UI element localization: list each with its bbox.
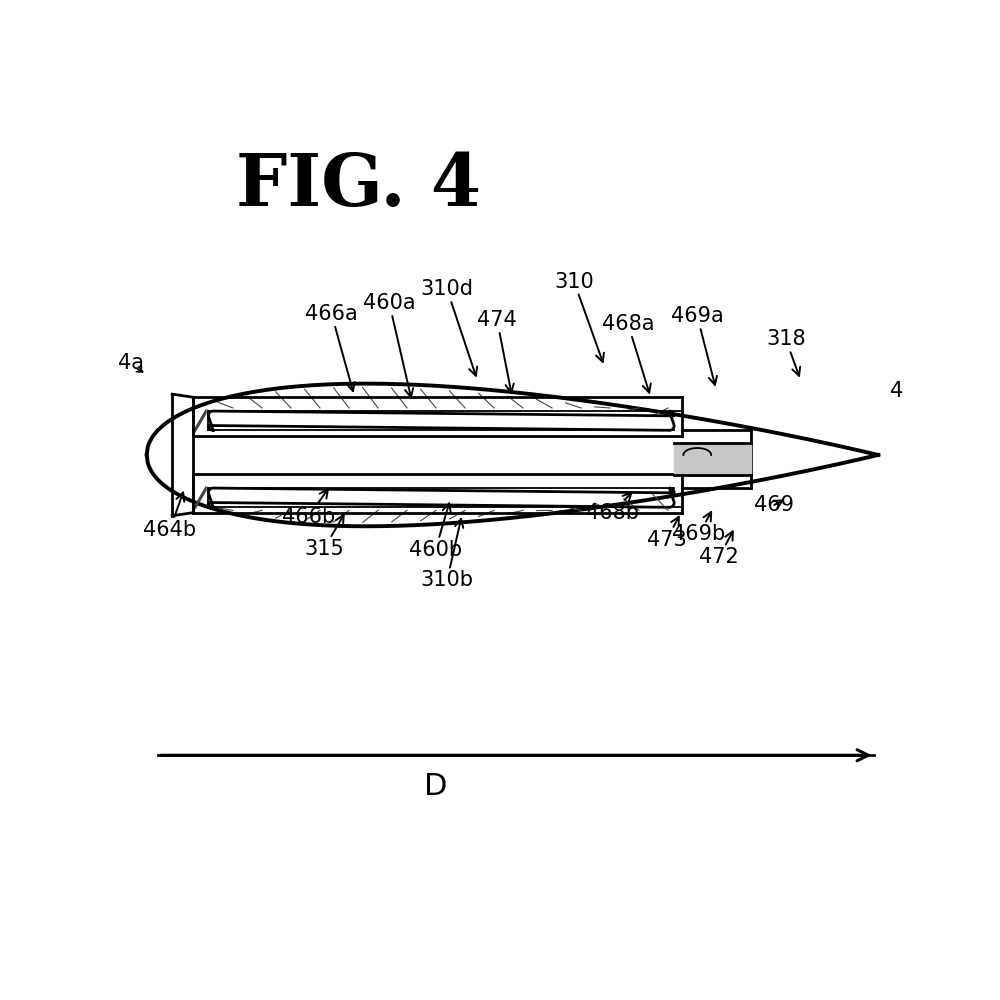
Text: 474: 474 [477,310,517,393]
Text: 468a: 468a [602,314,654,393]
Text: D: D [424,772,447,801]
Text: 473: 473 [647,517,686,550]
Text: 468b: 468b [586,493,639,523]
Text: 4: 4 [890,381,903,401]
Text: 466a: 466a [305,304,358,391]
Text: 472: 472 [699,531,739,567]
Text: FIG. 4: FIG. 4 [236,150,481,221]
Text: 460b: 460b [409,503,462,560]
Text: 469b: 469b [672,512,725,544]
Text: 466b: 466b [282,489,335,527]
Text: 469: 469 [754,495,794,515]
Text: 469a: 469a [671,306,724,385]
Text: 315: 315 [304,515,344,559]
Text: 464b: 464b [143,492,196,540]
Text: 310: 310 [554,272,604,362]
Text: 310b: 310b [421,519,474,590]
Text: 318: 318 [766,329,806,376]
Text: 4a: 4a [118,353,144,373]
Text: 310d: 310d [421,279,477,376]
Text: 460a: 460a [363,293,416,397]
